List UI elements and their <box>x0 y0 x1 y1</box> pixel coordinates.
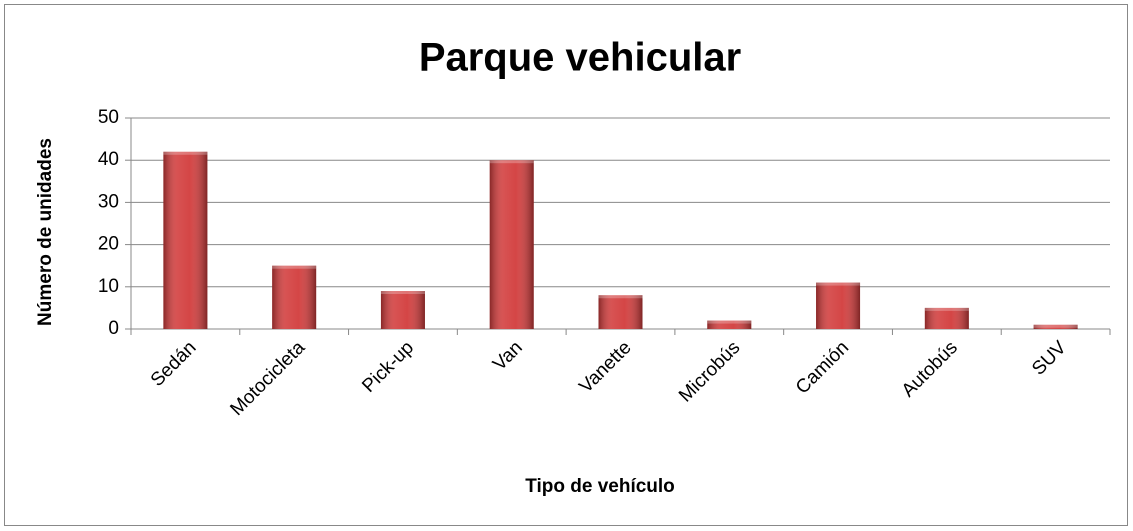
bar-shade <box>816 282 861 329</box>
bar-top <box>598 295 643 299</box>
bar-shade <box>924 307 969 329</box>
bar-top <box>380 291 425 295</box>
y-tick-label: 40 <box>98 149 119 170</box>
bar-shade <box>598 295 643 329</box>
y-tick-label: 10 <box>98 276 119 297</box>
x-axis-label: Tipo de vehículo <box>525 476 675 497</box>
bar-top <box>707 320 752 324</box>
y-tick-label: 20 <box>98 234 119 255</box>
y-tick-label: 50 <box>98 107 119 128</box>
y-tick-label: 30 <box>98 191 119 212</box>
bar-shade <box>1033 324 1078 329</box>
bar-shade <box>272 265 317 329</box>
bar-shade <box>707 320 752 329</box>
bar-shade <box>163 151 208 329</box>
chart-title: Parque vehicular <box>419 36 741 80</box>
bar-top <box>816 282 861 286</box>
bar-shade <box>489 160 534 329</box>
bar-top <box>489 160 534 164</box>
bar-shade <box>380 291 425 329</box>
bar-top <box>163 151 208 155</box>
y-axis-label: Número de unidades <box>35 138 56 326</box>
bar-top <box>1033 324 1078 328</box>
y-tick-label: 0 <box>108 318 119 339</box>
bar-top <box>272 265 317 269</box>
bar-top <box>924 307 969 311</box>
